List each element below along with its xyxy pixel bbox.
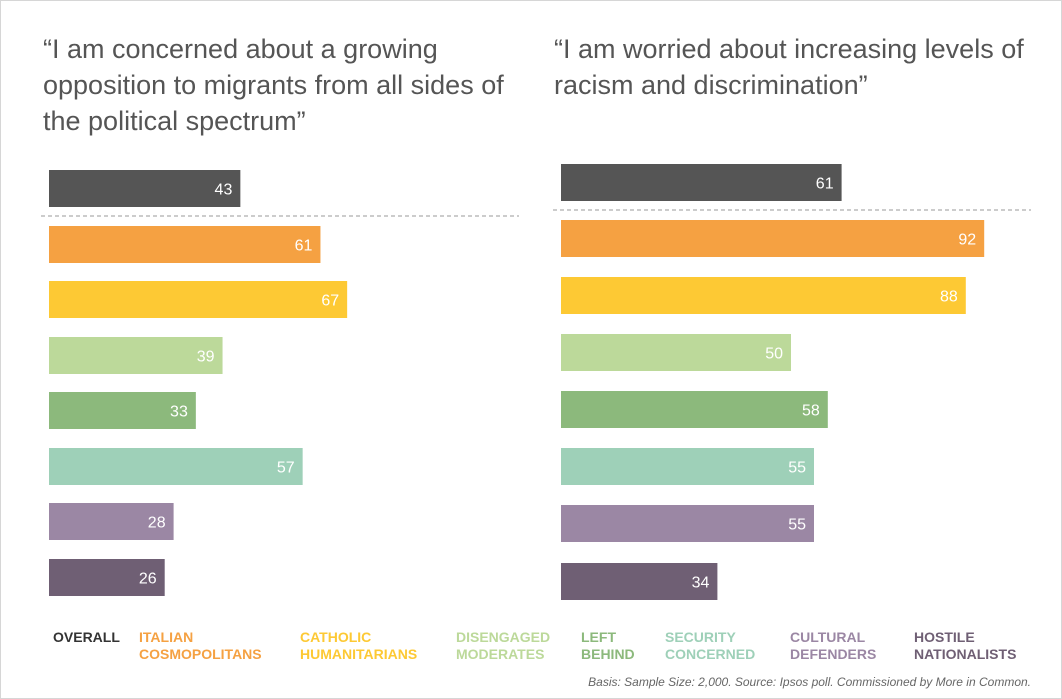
right-value-label-security-concerned: 55 [788, 460, 806, 477]
left-bar-security-concerned [49, 448, 303, 485]
left-bar-catholic-humanitarians [49, 281, 348, 318]
left-value-label-security-concerned: 57 [277, 460, 295, 477]
left-value-label-left-behind: 33 [170, 404, 188, 421]
right-value-label-overall: 61 [816, 176, 834, 193]
right-bar-security-concerned [561, 448, 814, 485]
left-value-label-disengaged-moderates: 39 [197, 349, 215, 366]
right-bar-catholic-humanitarians [561, 277, 966, 314]
left-bar-disengaged-moderates [49, 337, 223, 374]
left-value-label-overall: 43 [215, 182, 233, 199]
left-bar-hostile-nationalists [49, 559, 165, 596]
left-value-label-hostile-nationalists: 26 [139, 571, 157, 588]
right-value-label-hostile-nationalists: 34 [692, 575, 710, 592]
left-value-label-italian-cosmopolitans: 61 [295, 238, 313, 255]
right-value-label-left-behind: 58 [802, 403, 820, 420]
legend-item-disengaged-moderates: DISENGAGED MODERATES [456, 629, 551, 662]
legend-item-left-behind: LEFT BEHIND [581, 629, 635, 662]
right-bar-overall [561, 164, 842, 201]
right-bar-hostile-nationalists [561, 563, 718, 600]
legend-item-catholic-humanitarians: CATHOLIC HUMANITARIANS [300, 629, 418, 662]
left-bar-left-behind [49, 392, 196, 429]
right-value-label-cultural-defenders: 55 [788, 517, 806, 534]
left-bar-cultural-defenders [49, 503, 174, 540]
left-value-label-cultural-defenders: 28 [148, 515, 166, 532]
right-bar-cultural-defenders [561, 505, 814, 542]
right-bar-chart: 61 92 88 50 58 55 55 34 [553, 164, 1031, 600]
left-bar-overall [49, 170, 241, 207]
footnote: Basis: Sample Size: 2,000. Source: Ipsos… [588, 675, 1031, 689]
left-value-label-catholic-humanitarians: 67 [321, 293, 339, 310]
legend-item-security-concerned: SECURITY CONCERNED [665, 629, 756, 662]
right-value-label-catholic-humanitarians: 88 [940, 289, 958, 306]
left-bar-italian-cosmopolitans [49, 226, 321, 263]
right-chart-title: “I am worried about increasing levels of… [554, 34, 1024, 100]
legend-item-cultural-defenders: CULTURAL DEFENDERS [790, 629, 877, 662]
legend: OVERALL ITALIAN COSMOPOLITANS CATHOLIC H… [53, 629, 1031, 669]
legend-item-hostile-nationalists: HOSTILE NATIONALISTS [914, 629, 1017, 662]
right-value-label-italian-cosmopolitans: 92 [958, 232, 976, 249]
right-bar-italian-cosmopolitans [561, 220, 985, 257]
right-bar-left-behind [561, 391, 828, 428]
left-chart-title: “I am concerned about a growing oppositi… [43, 34, 504, 136]
left-bar-chart: 43 61 67 39 33 57 28 26 [41, 170, 519, 596]
legend-item-italian-cosmopolitans: ITALIAN COSMOPOLITANS [139, 629, 262, 662]
right-bar-disengaged-moderates [561, 334, 791, 371]
right-value-label-disengaged-moderates: 50 [765, 346, 783, 363]
legend-item-overall: OVERALL [53, 629, 120, 645]
